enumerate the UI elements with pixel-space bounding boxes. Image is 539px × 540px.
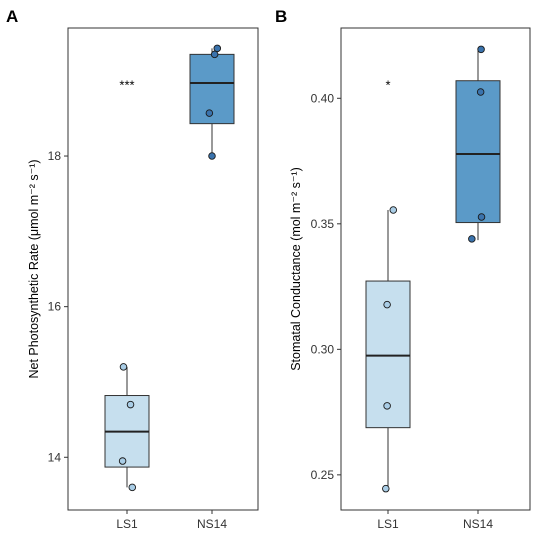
- x-tick-label: LS1: [116, 517, 138, 531]
- y-tick-label: 18: [48, 149, 62, 163]
- data-point: [468, 235, 476, 243]
- data-point: [208, 152, 216, 160]
- data-point: [118, 457, 127, 465]
- data-point: [389, 206, 398, 214]
- data-point: [383, 300, 391, 309]
- data-point: [128, 483, 137, 492]
- y-tick-label: 14: [48, 450, 62, 464]
- plot-frame: [67, 27, 259, 511]
- y-tick-label: 0.35: [311, 217, 335, 231]
- data-point: [476, 88, 485, 96]
- significance-marker: *: [385, 77, 390, 92]
- data-point: [382, 484, 390, 493]
- panel-letter: B: [275, 7, 287, 26]
- data-point: [210, 50, 219, 59]
- data-point: [205, 109, 214, 117]
- data-point: [477, 213, 486, 221]
- y-axis-title: Stomatal Conductance (mol m⁻² s⁻¹): [289, 167, 303, 371]
- data-point: [119, 363, 128, 371]
- data-point: [383, 402, 391, 410]
- y-tick-label: 0.25: [311, 468, 335, 482]
- data-point: [477, 45, 485, 54]
- significance-marker: ***: [119, 77, 134, 92]
- data-point: [213, 44, 222, 53]
- box: [455, 80, 501, 224]
- x-tick-label: NS14: [463, 517, 493, 531]
- y-tick-label: 0.40: [311, 91, 335, 105]
- y-tick-label: 0.30: [311, 342, 335, 356]
- x-tick-label: LS1: [377, 517, 399, 531]
- y-axis-title: Net Photosynthetic Rate (μmol m⁻² s⁻¹): [27, 159, 41, 378]
- panel-letter: A: [6, 7, 18, 26]
- data-point: [126, 400, 135, 409]
- x-tick-label: NS14: [197, 517, 227, 531]
- y-tick-label: 16: [48, 300, 62, 314]
- plot-frame: [340, 27, 531, 511]
